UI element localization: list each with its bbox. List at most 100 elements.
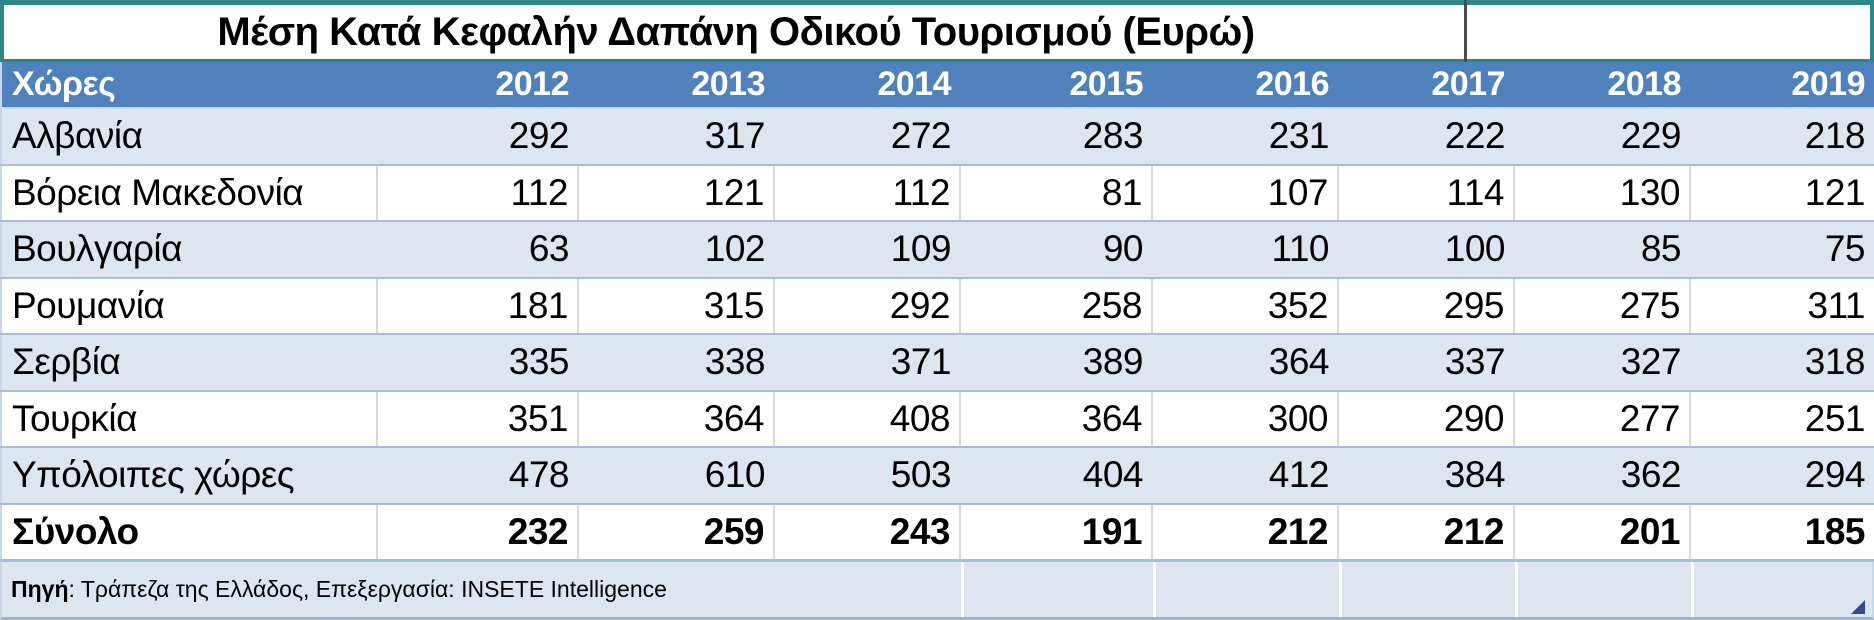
footer-cell — [1515, 562, 1691, 617]
value-cell: 351 — [377, 390, 579, 448]
footer-cell — [1339, 562, 1515, 617]
value-cell: 109 — [774, 221, 960, 279]
source-text: Πηγή: Τράπεζα της Ελλάδος, Επεξεργασία: … — [2, 562, 961, 617]
value-cell: 327 — [1514, 334, 1690, 392]
column-header-2016: 2016 — [1152, 62, 1338, 109]
value-cell: 364 — [578, 390, 775, 448]
value-cell: 222 — [1338, 108, 1514, 166]
value-cell: 130 — [1514, 164, 1691, 222]
table-title: Μέση Κατά Κεφαλήν Δαπάνη Οδικού Τουρισμο… — [217, 9, 1255, 54]
table-row: Βουλγαρία 63 102 109 90 110 100 85 75 — [1, 221, 1874, 279]
country-cell: Τουρκία — [1, 390, 378, 448]
country-cell: Βουλγαρία — [1, 221, 377, 279]
table-row: Αλβανία 292 317 272 283 231 222 229 218 — [1, 108, 1874, 166]
value-cell: 317 — [578, 108, 774, 166]
column-header-2012: 2012 — [377, 62, 578, 109]
value-cell: 107 — [1152, 164, 1339, 222]
value-cell: 231 — [1152, 108, 1338, 166]
value-cell: 85 — [1514, 221, 1690, 279]
source-detail: : Τράπεζα της Ελλάδος, Επεξεργασία: INSE… — [68, 576, 667, 602]
value-cell: 275 — [1514, 277, 1691, 335]
value-cell: 277 — [1514, 390, 1691, 448]
value-cell: 112 — [774, 164, 961, 222]
value-cell: 75 — [1690, 221, 1874, 279]
country-cell: Αλβανία — [1, 108, 377, 166]
resize-handle-icon — [1851, 600, 1865, 614]
value-cell: 300 — [1152, 390, 1339, 448]
value-cell: 335 — [377, 334, 578, 392]
value-cell: 100 — [1338, 221, 1514, 279]
footer-cell — [1153, 562, 1339, 617]
value-cell: 610 — [578, 447, 774, 505]
value-cell: 362 — [1514, 447, 1690, 505]
value-cell: 478 — [377, 447, 578, 505]
value-cell: 292 — [377, 108, 578, 166]
value-cell: 311 — [1690, 277, 1874, 335]
value-cell: 232 — [377, 503, 579, 561]
table-row: Υπόλοιπες χώρες 478 610 503 404 412 384 … — [1, 447, 1874, 505]
value-cell: 371 — [774, 334, 960, 392]
footer-cell — [1691, 562, 1872, 617]
value-cell: 212 — [1152, 503, 1339, 561]
data-table: Χώρες 2012 2013 2014 2015 2016 2017 2018… — [0, 62, 1874, 561]
column-header-2013: 2013 — [578, 62, 774, 109]
table-row: Ρουμανία 181 315 292 258 352 295 275 311 — [1, 277, 1874, 335]
table-row: Σύνολο 232 259 243 191 212 212 201 185 — [1, 503, 1874, 561]
value-cell: 389 — [960, 334, 1152, 392]
value-cell: 290 — [1338, 390, 1515, 448]
value-cell: 315 — [578, 277, 775, 335]
value-cell: 258 — [960, 277, 1153, 335]
value-cell: 114 — [1338, 164, 1515, 222]
value-cell: 337 — [1338, 334, 1514, 392]
column-header-countries: Χώρες — [1, 62, 377, 109]
column-header-2017: 2017 — [1338, 62, 1514, 109]
table-body: Αλβανία 292 317 272 283 231 222 229 218 … — [1, 108, 1874, 561]
value-cell: 318 — [1690, 334, 1874, 392]
value-cell: 352 — [1152, 277, 1339, 335]
value-cell: 201 — [1514, 503, 1691, 561]
value-cell: 121 — [578, 164, 775, 222]
source-row: Πηγή: Τράπεζα της Ελλάδος, Επεξεργασία: … — [0, 561, 1874, 620]
table-row: Σερβία 335 338 371 389 364 337 327 318 — [1, 334, 1874, 392]
value-cell: 408 — [774, 390, 961, 448]
column-header-2014: 2014 — [774, 62, 960, 109]
column-header-2019: 2019 — [1690, 62, 1874, 109]
source-label: Πηγή — [11, 576, 69, 602]
country-cell: Βόρεια Μακεδονία — [1, 164, 378, 222]
value-cell: 110 — [1152, 221, 1338, 279]
value-cell: 259 — [578, 503, 775, 561]
column-header-2018: 2018 — [1514, 62, 1690, 109]
value-cell: 218 — [1690, 108, 1874, 166]
value-cell: 251 — [1690, 390, 1874, 448]
value-cell: 181 — [377, 277, 579, 335]
value-cell: 294 — [1690, 447, 1874, 505]
value-cell: 283 — [960, 108, 1152, 166]
value-cell: 243 — [774, 503, 961, 561]
value-cell: 404 — [960, 447, 1152, 505]
value-cell: 121 — [1690, 164, 1874, 222]
value-cell: 295 — [1338, 277, 1515, 335]
value-cell: 212 — [1338, 503, 1515, 561]
value-cell: 229 — [1514, 108, 1690, 166]
value-cell: 338 — [578, 334, 774, 392]
value-cell: 503 — [774, 447, 960, 505]
footer-cell — [961, 562, 1153, 617]
value-cell: 384 — [1338, 447, 1514, 505]
value-cell: 191 — [960, 503, 1153, 561]
value-cell: 292 — [774, 277, 961, 335]
value-cell: 185 — [1690, 503, 1874, 561]
value-cell: 272 — [774, 108, 960, 166]
value-cell: 112 — [377, 164, 579, 222]
header-row: Χώρες 2012 2013 2014 2015 2016 2017 2018… — [1, 62, 1874, 109]
value-cell: 364 — [960, 390, 1153, 448]
value-cell: 81 — [960, 164, 1153, 222]
table-row: Τουρκία 351 364 408 364 300 290 277 251 — [1, 390, 1874, 448]
value-cell: 63 — [377, 221, 578, 279]
table-row: Βόρεια Μακεδονία 112 121 112 81 107 114 … — [1, 164, 1874, 222]
title-cell-divider — [1464, 0, 1467, 62]
table-title-row: Μέση Κατά Κεφαλήν Δαπάνη Οδικού Τουρισμο… — [0, 0, 1874, 62]
column-header-2015: 2015 — [960, 62, 1152, 109]
value-cell: 364 — [1152, 334, 1338, 392]
country-cell: Υπόλοιπες χώρες — [1, 447, 377, 505]
